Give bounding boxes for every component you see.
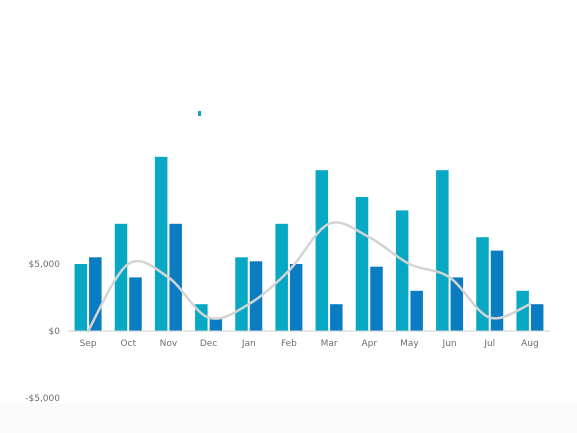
bar-oct-series-2 xyxy=(129,277,142,331)
bar-nov-series-1 xyxy=(155,157,168,331)
x-tick-label-jul: Jul xyxy=(483,339,495,349)
x-tick-label-feb: Feb xyxy=(281,339,297,349)
y-tick-label: -$5,000 xyxy=(25,394,60,404)
bar-jan-series-1 xyxy=(235,257,248,331)
x-tick-label-sep: Sep xyxy=(80,339,97,349)
y-tick-label: $5,000 xyxy=(29,260,61,270)
bar-nov-series-2 xyxy=(169,224,182,331)
y-tick-label: $0 xyxy=(49,327,61,337)
x-tick-label-aug: Aug xyxy=(521,339,539,349)
x-tick-label-oct: Oct xyxy=(120,339,136,349)
x-tick-label-jun: Jun xyxy=(442,339,457,349)
bar-mar-series-1 xyxy=(316,170,329,331)
bar-apr-series-1 xyxy=(356,197,369,331)
bar-may-series-2 xyxy=(410,291,423,331)
x-tick-label-jan: Jan xyxy=(241,339,256,349)
bar-sep-series-2 xyxy=(89,257,102,331)
line-series-2 xyxy=(88,222,530,331)
x-tick-label-nov: Nov xyxy=(160,339,178,349)
legend-marker xyxy=(198,111,201,116)
bar-may-series-1 xyxy=(396,210,409,331)
bar-apr-series-2 xyxy=(370,267,383,331)
bar-jun-series-1 xyxy=(436,170,449,331)
x-tick-label-apr: Apr xyxy=(361,339,377,349)
y-axis-ticks: $5,000 $0 -$5,000 xyxy=(25,260,60,404)
x-tick-label-dec: Dec xyxy=(200,339,217,349)
x-tick-label-may: May xyxy=(400,339,419,349)
line-series-group xyxy=(88,222,530,331)
bar-mar-series-2 xyxy=(330,304,343,331)
line-series-1 xyxy=(88,222,530,331)
bar-feb-series-2 xyxy=(290,264,303,331)
bar-sep-series-1 xyxy=(75,264,88,331)
x-axis-ticks: Sep Oct Nov Dec Jan Feb Mar Apr May Jun Jul Aug xyxy=(80,339,539,349)
bar-aug-series-2 xyxy=(531,304,544,331)
x-tick-label-mar: Mar xyxy=(321,339,338,349)
